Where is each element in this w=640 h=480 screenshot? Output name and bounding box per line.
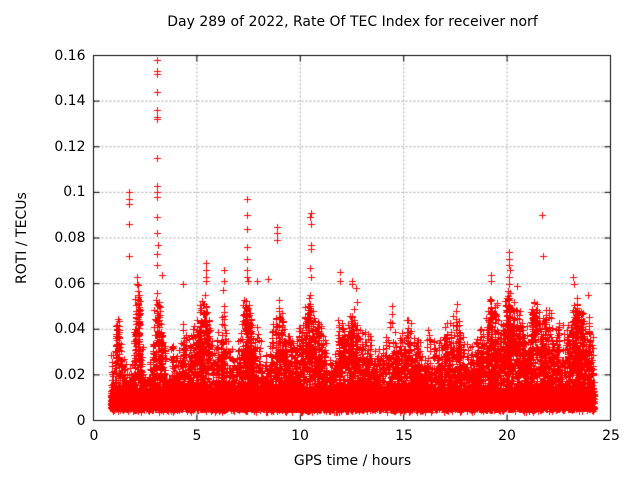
y-tick-label: 0.06 [54, 276, 86, 292]
x-tick-label: 5 [192, 428, 202, 444]
x-tick-label: 25 [602, 428, 620, 444]
y-tick-label: 0.14 [54, 93, 86, 109]
y-tick-label: 0.04 [54, 321, 86, 337]
chart-title: Day 289 of 2022, Rate Of TEC Index for r… [167, 14, 538, 30]
y-tick-label: 0.12 [54, 139, 86, 155]
x-tick-label: 10 [291, 428, 309, 444]
x-axis-label: GPS time / hours [293, 453, 412, 469]
y-tick-label: 0.16 [54, 48, 86, 64]
x-tick-label: 15 [395, 428, 413, 444]
y-tick-label: 0.02 [54, 367, 86, 383]
y-tick-label: 0.08 [54, 230, 86, 246]
x-tick-label: 0 [89, 428, 99, 444]
x-tick-label: 20 [498, 428, 516, 444]
y-tick-label: 0.1 [63, 184, 86, 200]
y-tick-label: 0 [76, 413, 86, 429]
y-axis-label: ROTI / TECUs [14, 192, 30, 284]
